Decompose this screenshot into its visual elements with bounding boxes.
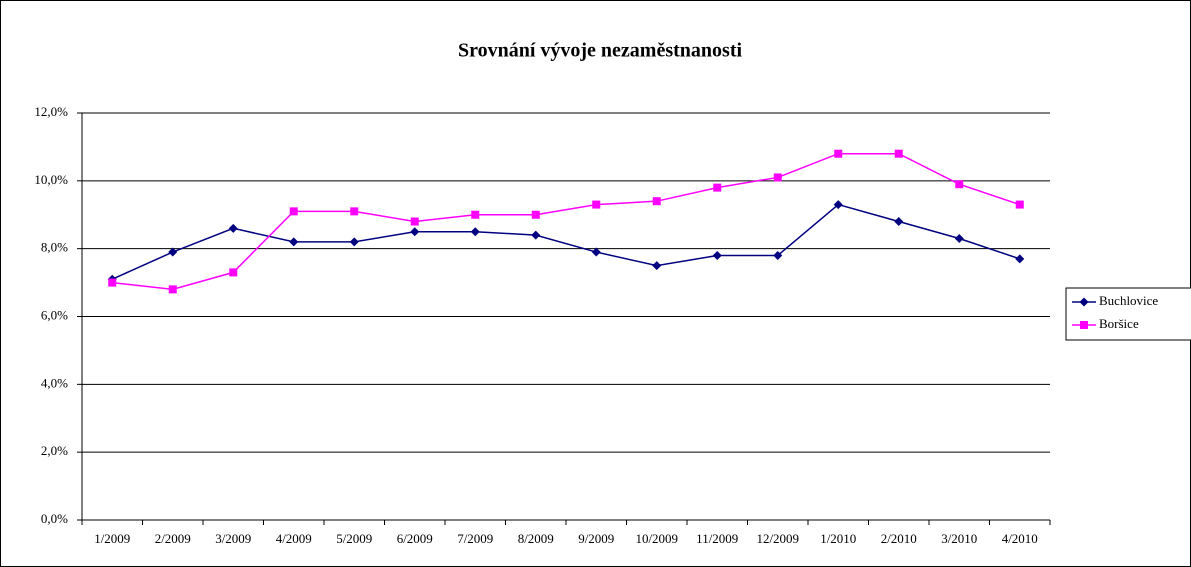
- legend-label: Boršice: [1099, 316, 1139, 331]
- marker: [834, 149, 843, 158]
- marker: [773, 250, 783, 260]
- marker: [410, 217, 419, 226]
- x-tick-label: 8/2009: [518, 531, 554, 546]
- series-line: [112, 152, 1020, 291]
- legend-box: [1065, 287, 1191, 341]
- marker: [349, 237, 359, 247]
- marker: [350, 207, 359, 216]
- chart-title: Srovnání vývoje nezaměstnanosti: [458, 40, 743, 62]
- marker: [289, 237, 299, 247]
- marker: [712, 250, 722, 260]
- x-tick-label: 3/2010: [941, 531, 977, 546]
- x-tick-label: 1/2010: [820, 531, 856, 546]
- x-tick-label: 6/2009: [397, 531, 433, 546]
- marker: [108, 278, 117, 287]
- x-tick-label: 4/2009: [276, 531, 312, 546]
- x-tick-label: 5/2009: [336, 531, 372, 546]
- x-tick-label: 10/2009: [635, 531, 678, 546]
- x-tick-label: 9/2009: [578, 531, 614, 546]
- marker: [591, 247, 601, 257]
- marker: [713, 183, 722, 192]
- marker: [955, 180, 964, 189]
- marker: [773, 173, 782, 182]
- marker: [894, 217, 904, 227]
- x-tick-label: 3/2009: [215, 531, 251, 546]
- y-tick-label: 6,0%: [41, 307, 68, 322]
- legend-label: Buchlovice: [1099, 293, 1158, 308]
- series-line: [111, 203, 1020, 280]
- marker: [1015, 254, 1025, 264]
- y-tick-label: 10,0%: [34, 172, 68, 187]
- y-tick-label: 2,0%: [41, 443, 68, 458]
- marker: [228, 223, 238, 233]
- x-tick-label: 4/2010: [1002, 531, 1038, 546]
- y-tick-label: 8,0%: [41, 240, 68, 255]
- x-tick-label: 12/2009: [756, 531, 799, 546]
- marker: [954, 233, 964, 243]
- marker: [229, 268, 238, 277]
- marker: [894, 149, 903, 158]
- marker: [470, 227, 480, 237]
- y-tick-label: 4,0%: [41, 375, 68, 390]
- y-tick-label: 12,0%: [34, 104, 68, 119]
- marker: [592, 200, 601, 209]
- x-tick-label: 7/2009: [457, 531, 493, 546]
- marker: [471, 210, 480, 219]
- marker: [168, 285, 177, 294]
- x-tick-label: 1/2009: [94, 531, 130, 546]
- x-tick-label: 2/2009: [155, 531, 191, 546]
- legend-marker: [1079, 297, 1089, 307]
- marker: [289, 207, 298, 216]
- marker: [833, 200, 843, 210]
- legend-marker: [1080, 321, 1088, 329]
- marker: [652, 261, 662, 271]
- marker: [652, 197, 661, 206]
- marker: [168, 247, 178, 257]
- marker: [531, 210, 540, 219]
- y-tick-label: 0,0%: [41, 511, 68, 526]
- marker: [531, 230, 541, 240]
- marker: [410, 227, 420, 237]
- x-tick-label: 11/2009: [696, 531, 738, 546]
- marker: [1015, 200, 1024, 209]
- x-tick-label: 2/2010: [881, 531, 917, 546]
